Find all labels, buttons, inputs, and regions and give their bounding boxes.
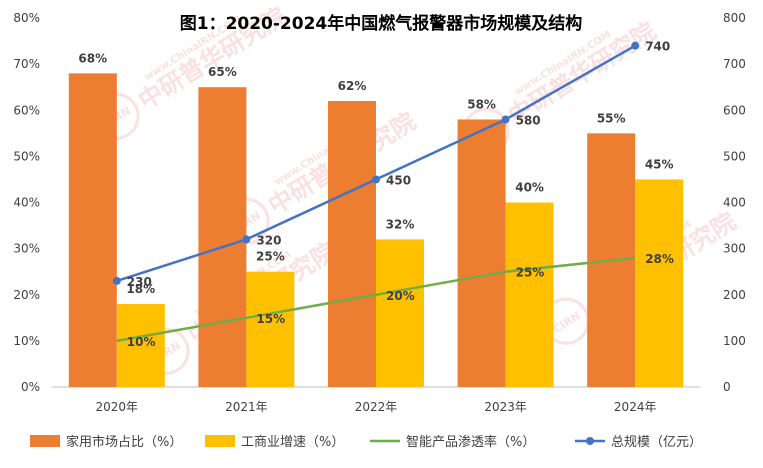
legend-label: 家用市场占比（%） — [66, 434, 182, 450]
x-tick-label: 2020年 — [96, 400, 139, 414]
legend-swatch — [30, 435, 60, 447]
line-data-label: 15% — [256, 312, 285, 326]
x-tick-label: 2024年 — [614, 400, 657, 414]
bar — [635, 179, 684, 387]
bar-data-label: 45% — [645, 157, 674, 171]
chart-title: 图1：2020-2024年中国燃气报警器市场规模及结构 — [180, 13, 583, 34]
bar — [198, 87, 247, 387]
y-left-tick-label: 0% — [21, 380, 40, 394]
line-data-label: 580 — [516, 113, 541, 127]
y-left-tick-label: 30% — [13, 242, 40, 256]
line-point — [242, 235, 251, 244]
bar-data-label: 68% — [78, 51, 107, 65]
legend-label: 总规模（亿元） — [611, 435, 702, 450]
bar-data-label: 25% — [256, 250, 285, 264]
legend-label: 工商业增速（%） — [241, 435, 344, 450]
y-right-tick-label: 600 — [723, 103, 746, 117]
data-labels: 68% 65% 62% 58% 55% 18% 25% 32% 40% 45% 10% 15% 20% 2… — [78, 40, 674, 349]
y-left-tick-label: 40% — [13, 196, 40, 210]
y-right-tick-label: 800 — [723, 11, 746, 25]
bar — [68, 73, 117, 387]
y-left-tick-label: 60% — [13, 103, 40, 117]
x-tick-label: 2022年 — [355, 400, 398, 414]
y-right-tick-label: 300 — [723, 242, 746, 256]
bar-data-label: 55% — [597, 111, 626, 125]
series-line — [116, 256, 636, 343]
line-data-label: 10% — [127, 335, 156, 349]
bar — [246, 271, 295, 387]
bar — [505, 202, 554, 387]
legend-label: 智能产品渗透率（%） — [406, 434, 535, 450]
line-data-label: 320 — [256, 233, 281, 247]
bar-data-label: 62% — [338, 79, 367, 93]
line-data-label: 450 — [386, 173, 411, 187]
line-data-label: 740 — [645, 40, 670, 54]
y-right-tick-label: 100 — [723, 334, 746, 348]
y-left-tick-label: 20% — [13, 288, 40, 302]
bar-data-label: 32% — [386, 217, 415, 231]
line-data-label: 28% — [645, 252, 674, 266]
y-right-tick-label: 400 — [723, 196, 746, 210]
bar — [328, 101, 376, 388]
y-right-tick-label: 0 — [723, 380, 731, 394]
line-data-label: 25% — [516, 266, 545, 280]
legend: 家用市场占比（%） 工商业增速（%） 智能产品渗透率（%） 总规模（亿元） — [30, 434, 702, 450]
y-left-tick-label: 80% — [13, 11, 40, 25]
bar-data-label: 18% — [126, 282, 155, 296]
bar-data-label: 58% — [467, 97, 496, 111]
y-right-tick-label: 200 — [723, 288, 746, 302]
y-left-tick-label: 10% — [13, 334, 40, 348]
y-right-tick-label: 500 — [723, 149, 746, 163]
line-point — [501, 115, 510, 124]
legend-swatch — [205, 435, 235, 447]
bar — [457, 119, 506, 387]
bar — [116, 303, 165, 387]
watermark-logo-text: CIRN — [551, 309, 583, 336]
y-right-tick-label: 700 — [723, 57, 746, 71]
bars — [68, 73, 684, 388]
line-point — [112, 276, 121, 285]
y-left-tick-label: 50% — [13, 149, 40, 163]
x-tick-label: 2021年 — [225, 400, 268, 414]
x-tick-label: 2023年 — [484, 400, 527, 414]
line-data-label: 230 — [127, 275, 152, 289]
line-point — [631, 41, 640, 50]
legend-marker — [586, 437, 594, 445]
bar-data-label: 40% — [515, 181, 544, 195]
line-point — [372, 175, 380, 184]
line-data-label: 20% — [386, 289, 415, 303]
bar-data-label: 65% — [208, 65, 237, 79]
lines — [112, 41, 640, 343]
bar — [376, 239, 424, 387]
y-left-tick-label: 70% — [13, 57, 40, 71]
